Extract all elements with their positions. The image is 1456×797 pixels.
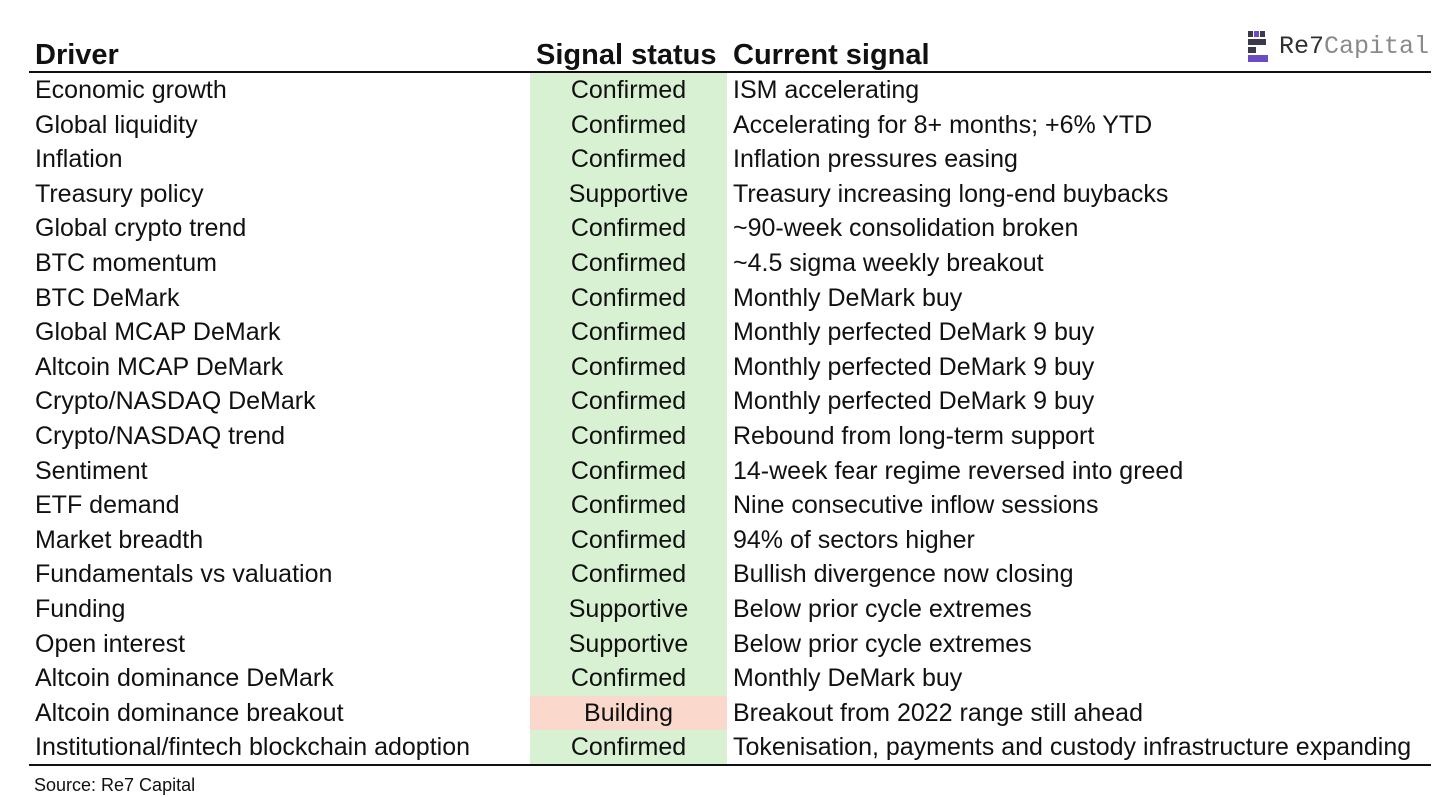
status-cell: Confirmed <box>530 418 727 454</box>
status-cell: Confirmed <box>530 488 727 523</box>
table-row: Crypto/NASDAQ DeMark Confirmed Monthly per… <box>29 384 1431 419</box>
current-signal-cell: 14-week fear regime reversed into greed <box>733 456 1184 485</box>
status-cell: Confirmed <box>530 280 727 316</box>
driver-cell: Treasury policy <box>35 179 204 208</box>
status-cell: Supportive <box>530 626 727 662</box>
table-row: Crypto/NASDAQ trend Confirmed Rebound from… <box>29 418 1431 454</box>
logo-name-secondary: Capital <box>1324 32 1430 61</box>
signal-table: Driver Signal status Current signal Econ… <box>29 30 1431 765</box>
table-row: Global crypto trend Confirmed ~90-week con… <box>29 211 1431 246</box>
table-row: Inflation Confirmed Inflation pressures ea… <box>29 142 1431 177</box>
current-signal-cell: ISM accelerating <box>733 76 920 104</box>
driver-cell: Economic growth <box>35 76 227 104</box>
status-cell: Confirmed <box>530 661 727 696</box>
table-header: Driver Signal status Current signal <box>29 30 1431 73</box>
source-note: Source: Re7 Capital <box>34 775 196 795</box>
logo-mark-icon <box>1246 30 1268 64</box>
table-row: Altcoin dominance DeMark Confirmed Monthly… <box>29 661 1431 696</box>
table-row: Global liquidity Confirmed Accelerating fo… <box>29 107 1431 143</box>
current-signal-cell: Monthly DeMark buy <box>733 283 963 312</box>
driver-cell: Altcoin dominance breakout <box>35 698 344 727</box>
table-row: Funding Supportive Below prior cycle extre… <box>29 591 1431 627</box>
driver-cell: Global crypto trend <box>35 214 247 243</box>
current-signal-cell: Nine consecutive inflow sessions <box>733 491 1099 520</box>
table-row: Economic growth Confirmed ISM accelerating <box>29 73 1431 108</box>
current-signal-cell: Treasury increasing long-end buybacks <box>733 179 1169 208</box>
driver-cell: Crypto/NASDAQ DeMark <box>35 387 316 416</box>
header-current-signal: Current signal <box>733 39 930 71</box>
table-row: Institutional/fintech blockchain adoptio… <box>29 730 1431 765</box>
current-signal-cell: ~90-week consolidation broken <box>733 214 1079 243</box>
status-cell: Confirmed <box>530 315 727 350</box>
current-signal-cell: Below prior cycle extremes <box>733 594 1032 623</box>
table-row: Sentiment Confirmed 14-week fear regime re… <box>29 453 1431 489</box>
driver-cell: Inflation <box>35 145 123 174</box>
status-cell: Supportive <box>530 591 727 627</box>
status-cell: Confirmed <box>530 730 727 765</box>
driver-cell: Market breadth <box>35 525 204 554</box>
current-signal-cell: 94% of sectors higher <box>733 525 975 554</box>
current-signal-cell: Inflation pressures easing <box>733 145 1018 174</box>
status-cell: Confirmed <box>530 349 727 385</box>
logo-wordmark: Re7Capital <box>1279 30 1429 64</box>
current-signal-cell: Monthly perfected DeMark 9 buy <box>733 352 1095 381</box>
status-cell: Confirmed <box>530 107 727 143</box>
header-driver: Driver <box>35 39 119 71</box>
status-cell: Confirmed <box>530 384 727 419</box>
status-cell: Confirmed <box>530 522 727 558</box>
current-signal-cell: ~4.5 sigma weekly breakout <box>733 248 1044 277</box>
driver-cell: Altcoin dominance DeMark <box>35 664 334 693</box>
driver-cell: BTC DeMark <box>35 283 180 312</box>
current-signal-cell: Rebound from long-term support <box>733 421 1095 450</box>
driver-cell: Global MCAP DeMark <box>35 318 281 347</box>
current-signal-cell: Bullish divergence now closing <box>733 560 1074 589</box>
driver-cell: Global liquidity <box>35 110 198 139</box>
driver-cell: Open interest <box>35 629 186 658</box>
table-bottom-rule <box>29 764 1431 766</box>
status-cell: Building <box>530 695 727 731</box>
table-row: BTC momentum Confirmed ~4.5 sigma weekly b… <box>29 245 1431 281</box>
current-signal-cell: Tokenisation, payments and custody infra… <box>733 733 1412 762</box>
current-signal-cell: Below prior cycle extremes <box>733 629 1032 658</box>
current-signal-cell: Monthly DeMark buy <box>733 664 963 693</box>
status-cell: Confirmed <box>530 211 727 246</box>
driver-cell: Altcoin MCAP DeMark <box>35 352 284 381</box>
table-row: Altcoin MCAP DeMark Confirmed Monthly perf… <box>29 349 1431 385</box>
current-signal-cell: Monthly perfected DeMark 9 buy <box>733 318 1095 347</box>
brand-logo: Re7Capital <box>1246 30 1429 64</box>
current-signal-cell: Breakout from 2022 range still ahead <box>733 698 1143 727</box>
driver-cell: Institutional/fintech blockchain adoptio… <box>35 733 471 762</box>
table-row: Open interest Supportive Below prior cycle… <box>29 626 1431 662</box>
status-cell: Confirmed <box>530 245 727 281</box>
table-row: ETF demand Confirmed Nine consecutive infl… <box>29 488 1431 523</box>
status-cell: Confirmed <box>530 142 727 177</box>
logo-name-primary: Re7 <box>1279 32 1325 61</box>
driver-cell: Funding <box>35 594 126 623</box>
table-row: Global MCAP DeMark Confirmed Monthly perfe… <box>29 315 1431 350</box>
table-row: BTC DeMark Confirmed Monthly DeMark buy <box>29 280 1431 316</box>
status-cell: Confirmed <box>530 453 727 489</box>
current-signal-cell: Accelerating for 8+ months; +6% YTD <box>733 110 1153 139</box>
table-row: Fundamentals vs valuation Confirmed Bullis… <box>29 557 1431 592</box>
current-signal-cell: Monthly perfected DeMark 9 buy <box>733 387 1095 416</box>
status-cell: Confirmed <box>530 557 727 592</box>
status-cell: Confirmed <box>530 73 727 108</box>
driver-cell: Sentiment <box>35 456 148 485</box>
table-row: Treasury policy Supportive Treasury increa… <box>29 176 1431 212</box>
driver-cell: BTC momentum <box>35 248 217 277</box>
header-signal-status: Signal status <box>536 39 717 71</box>
table-body: Economic growth Confirmed ISM accelerating… <box>29 73 1431 765</box>
table-row: Market breadth Confirmed 94% of sectors hi… <box>29 522 1431 558</box>
driver-cell: Fundamentals vs valuation <box>35 560 333 589</box>
driver-cell: Crypto/NASDAQ trend <box>35 421 286 450</box>
status-cell: Supportive <box>530 176 727 212</box>
driver-cell: ETF demand <box>35 491 180 520</box>
table-row: Altcoin dominance breakout Building Breako… <box>29 695 1431 731</box>
